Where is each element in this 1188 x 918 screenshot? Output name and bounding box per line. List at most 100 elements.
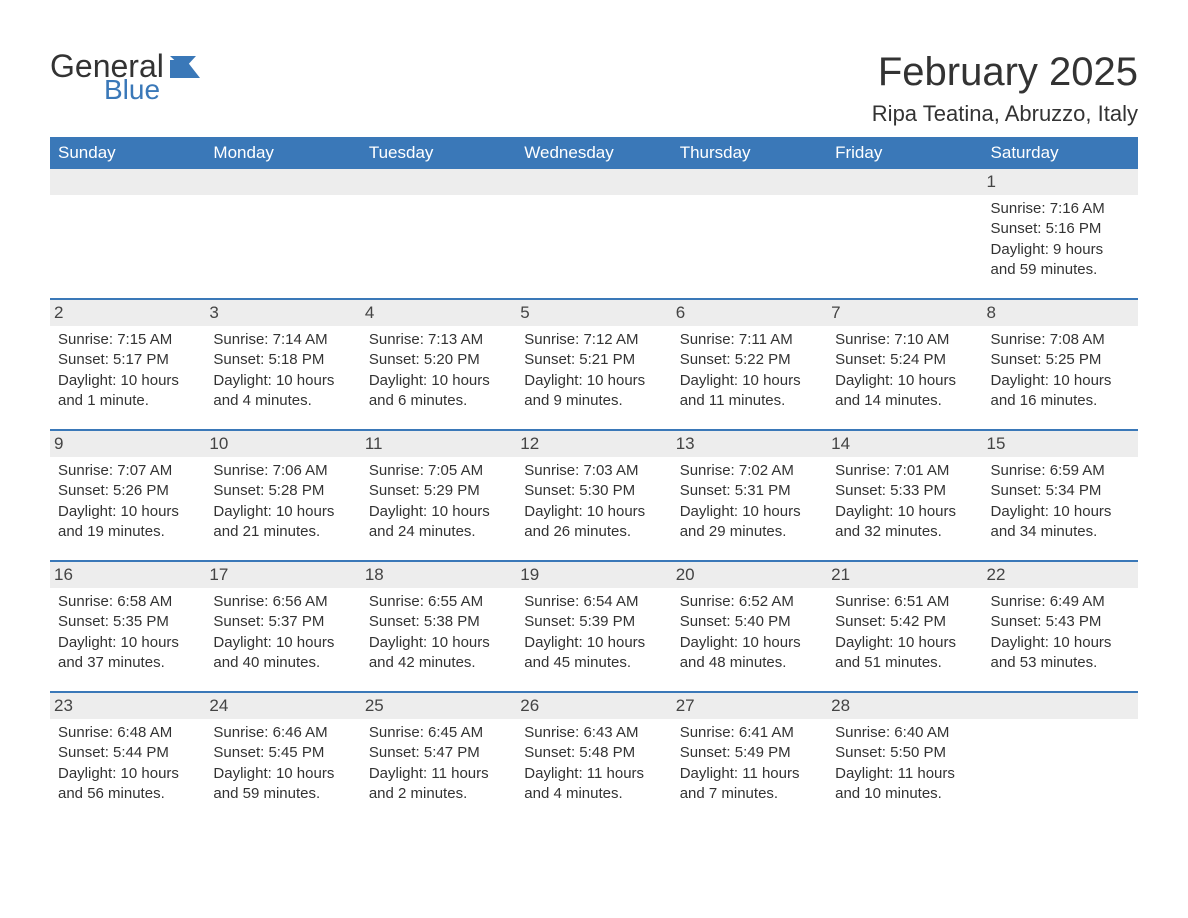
day-detail: Sunrise: 7:10 AMSunset: 5:24 PMDaylight:… bbox=[835, 330, 974, 411]
weekday-header: Saturday bbox=[983, 137, 1138, 169]
weekday-header: Friday bbox=[827, 137, 982, 169]
location: Ripa Teatina, Abruzzo, Italy bbox=[872, 101, 1138, 127]
calendar-day-cell: 15 Sunrise: 6:59 AMSunset: 5:34 PMDayligh… bbox=[983, 430, 1138, 561]
day-number: 7 bbox=[827, 300, 982, 326]
sunrise-text: Sunrise: 7:13 AM bbox=[369, 330, 508, 350]
sunset-text: Sunset: 5:33 PM bbox=[835, 481, 974, 501]
sunset-text: Sunset: 5:20 PM bbox=[369, 350, 508, 370]
day-detail: Sunrise: 7:03 AMSunset: 5:30 PMDaylight:… bbox=[524, 461, 663, 542]
daylight-text: Daylight: 10 hours and 4 minutes. bbox=[213, 371, 352, 412]
sunrise-text: Sunrise: 7:03 AM bbox=[524, 461, 663, 481]
sunrise-text: Sunrise: 6:48 AM bbox=[58, 723, 197, 743]
day-detail: Sunrise: 6:46 AMSunset: 5:45 PMDaylight:… bbox=[213, 723, 352, 804]
daylight-text: Daylight: 10 hours and 26 minutes. bbox=[524, 502, 663, 543]
sunset-text: Sunset: 5:18 PM bbox=[213, 350, 352, 370]
day-number: 15 bbox=[983, 431, 1138, 457]
daylight-text: Daylight: 10 hours and 1 minute. bbox=[58, 371, 197, 412]
day-number: 25 bbox=[361, 693, 516, 719]
sunset-text: Sunset: 5:40 PM bbox=[680, 612, 819, 632]
calendar-body: ......1Sunrise: 7:16 AMSunset: 5:16 PMDa… bbox=[50, 169, 1138, 822]
day-detail: Sunrise: 6:51 AMSunset: 5:42 PMDaylight:… bbox=[835, 592, 974, 673]
sunrise-text: Sunrise: 6:54 AM bbox=[524, 592, 663, 612]
daylight-text: Daylight: 10 hours and 37 minutes. bbox=[58, 633, 197, 674]
calendar-day-cell: . bbox=[827, 169, 982, 299]
day-number: 17 bbox=[205, 562, 360, 588]
daylight-text: Daylight: 10 hours and 16 minutes. bbox=[991, 371, 1130, 412]
sunset-text: Sunset: 5:49 PM bbox=[680, 743, 819, 763]
calendar-week-row: 23Sunrise: 6:48 AMSunset: 5:44 PMDayligh… bbox=[50, 692, 1138, 822]
sunrise-text: Sunrise: 6:55 AM bbox=[369, 592, 508, 612]
day-number: 24 bbox=[205, 693, 360, 719]
calendar-day-cell: 26 Sunrise: 6:43 AMSunset: 5:48 PMDayligh… bbox=[516, 692, 671, 822]
calendar-day-cell: 23Sunrise: 6:48 AMSunset: 5:44 PMDayligh… bbox=[50, 692, 205, 822]
calendar-day-cell: . bbox=[516, 169, 671, 299]
day-detail: Sunrise: 7:07 AMSunset: 5:26 PMDaylight:… bbox=[58, 461, 197, 542]
sunset-text: Sunset: 5:17 PM bbox=[58, 350, 197, 370]
calendar-week-row: 9Sunrise: 7:07 AMSunset: 5:26 PMDaylight… bbox=[50, 430, 1138, 561]
calendar-day-cell: 9Sunrise: 7:07 AMSunset: 5:26 PMDaylight… bbox=[50, 430, 205, 561]
day-number: 10 bbox=[205, 431, 360, 457]
calendar-day-cell: 17Sunrise: 6:56 AMSunset: 5:37 PMDayligh… bbox=[205, 561, 360, 692]
sunrise-text: Sunrise: 6:41 AM bbox=[680, 723, 819, 743]
daylight-text: Daylight: 9 hours and 59 minutes. bbox=[991, 240, 1130, 281]
calendar-day-cell: 25Sunrise: 6:45 AMSunset: 5:47 PMDayligh… bbox=[361, 692, 516, 822]
sunset-text: Sunset: 5:47 PM bbox=[369, 743, 508, 763]
weekday-header: Sunday bbox=[50, 137, 205, 169]
daylight-text: Daylight: 11 hours and 7 minutes. bbox=[680, 764, 819, 805]
daylight-text: Daylight: 11 hours and 4 minutes. bbox=[524, 764, 663, 805]
weekday-header: Monday bbox=[205, 137, 360, 169]
sunset-text: Sunset: 5:45 PM bbox=[213, 743, 352, 763]
calendar-table: SundayMondayTuesdayWednesdayThursdayFrid… bbox=[50, 137, 1138, 822]
sunrise-text: Sunrise: 6:46 AM bbox=[213, 723, 352, 743]
day-number: 11 bbox=[361, 431, 516, 457]
sunrise-text: Sunrise: 6:45 AM bbox=[369, 723, 508, 743]
day-detail: Sunrise: 6:43 AMSunset: 5:48 PMDaylight:… bbox=[524, 723, 663, 804]
day-number: 5 bbox=[516, 300, 671, 326]
day-number: 8 bbox=[983, 300, 1138, 326]
calendar-day-cell: 28Sunrise: 6:40 AMSunset: 5:50 PMDayligh… bbox=[827, 692, 982, 822]
calendar-day-cell: 1Sunrise: 7:16 AMSunset: 5:16 PMDaylight… bbox=[983, 169, 1138, 299]
daylight-text: Daylight: 10 hours and 14 minutes. bbox=[835, 371, 974, 412]
day-number: 16 bbox=[50, 562, 205, 588]
logo: General Blue bbox=[50, 50, 208, 104]
sunrise-text: Sunrise: 7:12 AM bbox=[524, 330, 663, 350]
day-number: 26 bbox=[516, 693, 671, 719]
day-detail: Sunrise: 6:59 AMSunset: 5:34 PMDaylight:… bbox=[991, 461, 1130, 542]
calendar-day-cell: 11 Sunrise: 7:05 AMSunset: 5:29 PMDayligh… bbox=[361, 430, 516, 561]
day-number: 3 bbox=[205, 300, 360, 326]
sunset-text: Sunset: 5:42 PM bbox=[835, 612, 974, 632]
day-number: 4 bbox=[361, 300, 516, 326]
weekday-header: Tuesday bbox=[361, 137, 516, 169]
day-detail: Sunrise: 7:15 AMSunset: 5:17 PMDaylight:… bbox=[58, 330, 197, 411]
day-number: . bbox=[205, 169, 360, 195]
sunset-text: Sunset: 5:29 PM bbox=[369, 481, 508, 501]
sunrise-text: Sunrise: 6:51 AM bbox=[835, 592, 974, 612]
calendar-day-cell: 2Sunrise: 7:15 AMSunset: 5:17 PMDaylight… bbox=[50, 299, 205, 430]
header: General Blue February 2025 Ripa Teatina,… bbox=[50, 50, 1138, 127]
calendar-week-row: 16 Sunrise: 6:58 AMSunset: 5:35 PMDayligh… bbox=[50, 561, 1138, 692]
calendar-week-row: ......1Sunrise: 7:16 AMSunset: 5:16 PMDa… bbox=[50, 169, 1138, 299]
day-number: . bbox=[827, 169, 982, 195]
calendar-day-cell: . bbox=[361, 169, 516, 299]
calendar-day-cell: 13Sunrise: 7:02 AMSunset: 5:31 PMDayligh… bbox=[672, 430, 827, 561]
day-detail: Sunrise: 7:11 AMSunset: 5:22 PMDaylight:… bbox=[680, 330, 819, 411]
sunset-text: Sunset: 5:35 PM bbox=[58, 612, 197, 632]
day-detail: Sunrise: 7:05 AMSunset: 5:29 PMDaylight:… bbox=[369, 461, 508, 542]
day-detail: Sunrise: 7:01 AMSunset: 5:33 PMDaylight:… bbox=[835, 461, 974, 542]
day-number: 13 bbox=[672, 431, 827, 457]
daylight-text: Daylight: 10 hours and 56 minutes. bbox=[58, 764, 197, 805]
calendar-day-cell: 24 Sunrise: 6:46 AMSunset: 5:45 PMDayligh… bbox=[205, 692, 360, 822]
sunrise-text: Sunrise: 7:15 AM bbox=[58, 330, 197, 350]
sunset-text: Sunset: 5:37 PM bbox=[213, 612, 352, 632]
daylight-text: Daylight: 10 hours and 21 minutes. bbox=[213, 502, 352, 543]
day-detail: Sunrise: 6:58 AMSunset: 5:35 PMDaylight:… bbox=[58, 592, 197, 673]
sunrise-text: Sunrise: 7:05 AM bbox=[369, 461, 508, 481]
day-detail: Sunrise: 7:13 AMSunset: 5:20 PMDaylight:… bbox=[369, 330, 508, 411]
day-detail: Sunrise: 6:41 AMSunset: 5:49 PMDaylight:… bbox=[680, 723, 819, 804]
daylight-text: Daylight: 10 hours and 24 minutes. bbox=[369, 502, 508, 543]
day-number: 28 bbox=[827, 693, 982, 719]
weekday-header: Thursday bbox=[672, 137, 827, 169]
sunrise-text: Sunrise: 7:14 AM bbox=[213, 330, 352, 350]
calendar-day-cell: 5Sunrise: 7:12 AMSunset: 5:21 PMDaylight… bbox=[516, 299, 671, 430]
sunrise-text: Sunrise: 7:11 AM bbox=[680, 330, 819, 350]
